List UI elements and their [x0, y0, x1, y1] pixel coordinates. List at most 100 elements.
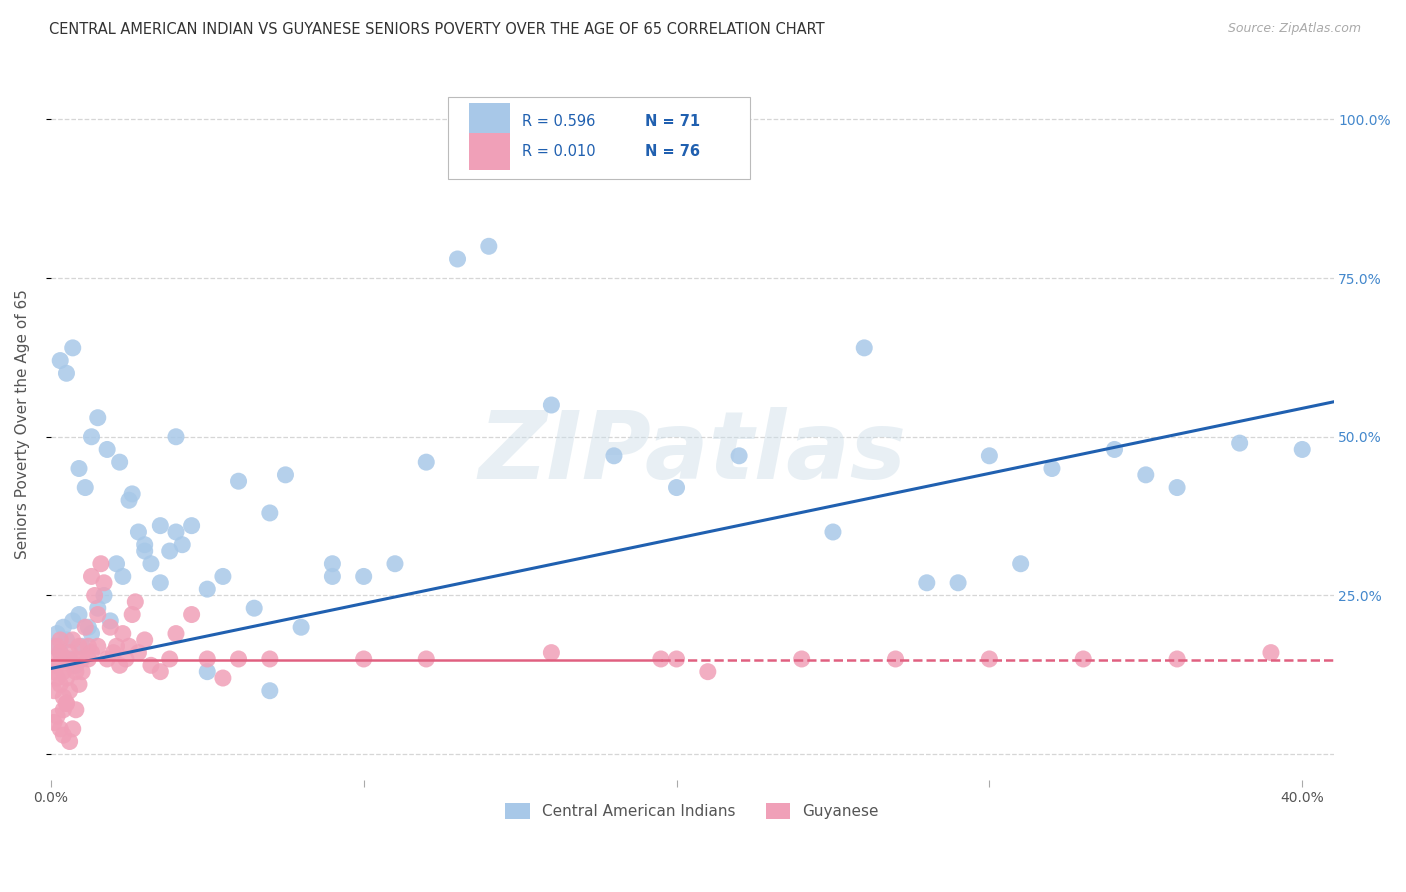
Point [55, 697, 77, 711]
Point [49, 353, 72, 368]
Point [1229, 436, 1251, 450]
Point [46, 640, 69, 654]
Point [93, 575, 115, 590]
Point [105, 640, 128, 654]
Point [70, 640, 93, 654]
Point [139, 557, 162, 571]
Text: ZIPatlas: ZIPatlas [478, 407, 907, 499]
Point [415, 652, 437, 666]
Point [55, 366, 77, 380]
Point [139, 658, 162, 673]
Point [165, 626, 187, 640]
Text: CENTRAL AMERICAN INDIAN VS GUYANESE SENIORS POVERTY OVER THE AGE OF 65 CORRELATI: CENTRAL AMERICAN INDIAN VS GUYANESE SENI… [49, 22, 825, 37]
Point [274, 467, 297, 482]
Point [83, 589, 105, 603]
Point [46, 658, 69, 673]
Point [728, 449, 751, 463]
Point [134, 632, 156, 647]
Point [353, 652, 375, 666]
Point [65, 658, 87, 673]
Point [124, 595, 146, 609]
Point [103, 646, 125, 660]
Point [696, 665, 718, 679]
Point [1260, 646, 1282, 660]
Point [93, 589, 115, 603]
Point [790, 652, 813, 666]
Point [62, 722, 84, 736]
Point [111, 569, 134, 583]
Point [49, 646, 72, 660]
Point [75, 620, 97, 634]
Point [55, 632, 77, 647]
Point [59, 683, 82, 698]
Point [115, 652, 138, 666]
Point [195, 582, 218, 596]
Point [77, 620, 100, 634]
FancyBboxPatch shape [470, 103, 510, 140]
Point [62, 658, 84, 673]
Point [90, 557, 112, 571]
Point [159, 652, 181, 666]
Point [49, 722, 72, 736]
Point [46, 709, 69, 723]
FancyBboxPatch shape [449, 97, 749, 178]
Point [478, 239, 501, 253]
Point [75, 481, 97, 495]
Point [77, 640, 100, 654]
Point [915, 575, 938, 590]
Point [105, 557, 128, 571]
Point [87, 640, 110, 654]
Point [821, 524, 844, 539]
Point [149, 575, 172, 590]
Point [1040, 461, 1063, 475]
Point [884, 652, 907, 666]
Point [42, 715, 65, 730]
Point [96, 442, 118, 457]
Text: R = 0.010: R = 0.010 [522, 145, 595, 159]
Point [212, 671, 235, 685]
Point [49, 646, 72, 660]
Point [228, 652, 250, 666]
Point [67, 607, 90, 622]
Point [1166, 652, 1188, 666]
Point [52, 728, 75, 742]
Point [67, 677, 90, 691]
Point [65, 665, 87, 679]
Point [42, 665, 65, 679]
Point [353, 569, 375, 583]
Point [946, 575, 969, 590]
Point [49, 632, 72, 647]
Point [52, 703, 75, 717]
Point [59, 646, 82, 660]
Point [321, 569, 343, 583]
Point [59, 734, 82, 748]
Point [42, 640, 65, 654]
Point [111, 626, 134, 640]
Point [1104, 442, 1126, 457]
Point [134, 544, 156, 558]
Point [259, 506, 281, 520]
Point [55, 652, 77, 666]
Point [1010, 557, 1032, 571]
Point [65, 652, 87, 666]
Point [415, 455, 437, 469]
Point [46, 626, 69, 640]
Point [55, 671, 77, 685]
Point [59, 652, 82, 666]
Point [46, 671, 69, 685]
Point [52, 665, 75, 679]
Point [70, 665, 93, 679]
Point [384, 557, 406, 571]
Point [321, 557, 343, 571]
FancyBboxPatch shape [470, 133, 510, 170]
Point [290, 620, 312, 634]
Text: N = 76: N = 76 [645, 145, 700, 159]
Text: N = 71: N = 71 [645, 114, 700, 129]
Point [42, 683, 65, 698]
Point [108, 658, 131, 673]
Point [108, 455, 131, 469]
Point [1135, 467, 1157, 482]
Y-axis label: Seniors Poverty Over the Age of 65: Seniors Poverty Over the Age of 65 [15, 289, 30, 559]
Text: R = 0.596: R = 0.596 [522, 114, 595, 129]
Point [77, 652, 100, 666]
